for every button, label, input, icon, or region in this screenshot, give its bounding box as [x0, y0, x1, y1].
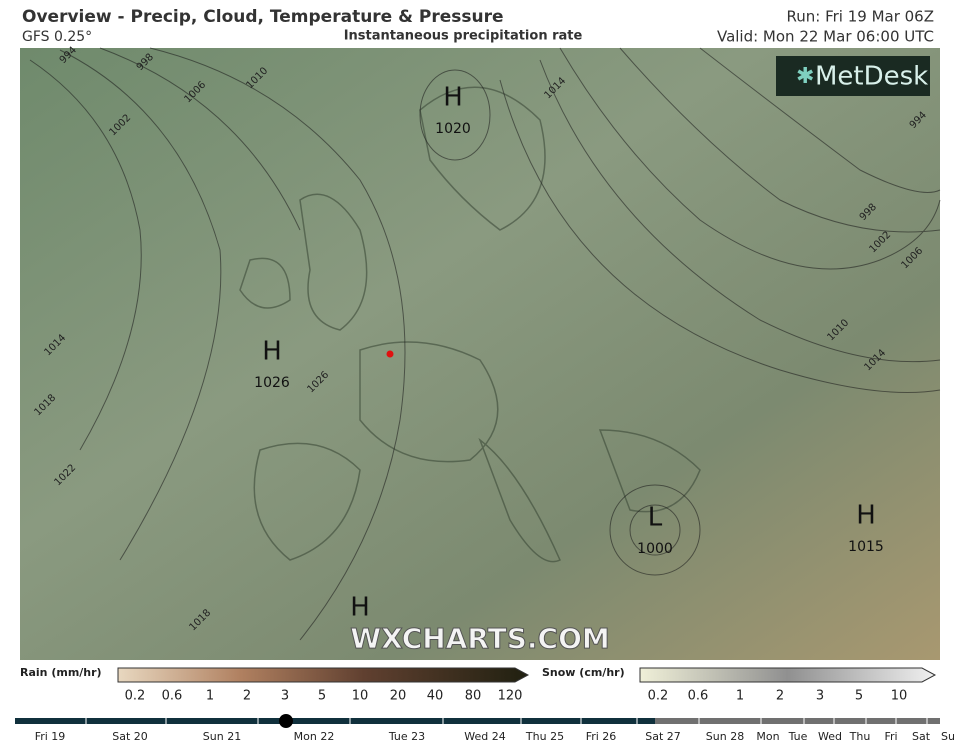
snow-label: 3 [816, 689, 824, 704]
timeline-day[interactable]: Sat 27 [645, 730, 681, 743]
snow-label: 1 [736, 689, 744, 704]
subtitle: Instantaneous precipitation rate [344, 29, 583, 44]
timeline-day[interactable]: Fri 19 [35, 730, 66, 743]
timeline-day[interactable]: Wed [818, 730, 842, 743]
timeline-day[interactable]: Sun 28 [706, 730, 744, 743]
pressure-value: 1020 [435, 121, 471, 137]
timeline-day[interactable]: Sat [912, 730, 931, 743]
snow-label: 2 [776, 689, 784, 704]
timeline-day[interactable]: Tue 23 [388, 730, 425, 743]
timeline-day[interactable]: Thu 25 [525, 730, 564, 743]
logo-box [776, 56, 930, 96]
rain-scale [117, 667, 530, 683]
timeline-day[interactable]: Sun 21 [203, 730, 241, 743]
watermark: WXCHARTS.COM [350, 622, 610, 655]
timeline-day[interactable]: Fri [884, 730, 897, 743]
snow-label: 10 [891, 689, 908, 704]
timeline-past [15, 718, 655, 724]
rain-label: 3 [281, 689, 289, 704]
timeline-day[interactable]: Su [941, 730, 955, 743]
model: GFS 0.25° [22, 29, 92, 45]
timeline-day[interactable]: Mon [756, 730, 779, 743]
pressure-value: 1015 [848, 539, 884, 555]
map-background [20, 48, 940, 660]
timeline-day[interactable]: Fri 26 [586, 730, 617, 743]
timeline-knob[interactable] [279, 714, 293, 728]
pressure-type: H [262, 337, 282, 367]
timeline-day[interactable]: Thu [849, 730, 871, 743]
rain-label: 120 [498, 689, 523, 704]
snow-title: Snow (cm/hr) [542, 666, 625, 679]
pressure-value: 1000 [637, 541, 673, 557]
timeline-day[interactable]: Mon 22 [294, 730, 335, 743]
logo: MetDesk [815, 62, 928, 92]
title: Overview - Precip, Cloud, Temperature & … [22, 7, 504, 27]
valid: Valid: Mon 22 Mar 06:00 UTC [717, 28, 934, 46]
rain-label: 0.2 [125, 689, 146, 704]
timeline-day[interactable]: Wed 24 [464, 730, 505, 743]
snow-label: 0.2 [648, 689, 669, 704]
pressure-value: 1026 [254, 375, 290, 391]
pressure-type: H [856, 501, 876, 531]
snow-scale [639, 667, 937, 683]
rain-label: 80 [465, 689, 482, 704]
pressure-type: L [648, 503, 663, 533]
timeline-future [655, 718, 940, 724]
timeline-day[interactable]: Tue [788, 730, 808, 743]
rain-label: 2 [243, 689, 251, 704]
rain-title: Rain (mm/hr) [20, 666, 102, 679]
snow-label: 0.6 [688, 689, 709, 704]
pressure-type: H [443, 83, 463, 113]
rain-label: 20 [390, 689, 407, 704]
rain-label: 10 [352, 689, 369, 704]
rain-label: 1 [206, 689, 214, 704]
isobars [29, 47, 941, 641]
rain-label: 40 [427, 689, 444, 704]
logo-icon: ✱ [796, 64, 814, 89]
snow-label: 5 [855, 689, 863, 704]
land [239, 86, 701, 563]
rain-label: 5 [318, 689, 326, 704]
pressure-type: H [350, 593, 370, 623]
location-marker [386, 350, 394, 358]
timeline-day[interactable]: Sat 20 [112, 730, 148, 743]
rain-label: 0.6 [162, 689, 183, 704]
run: Run: Fri 19 Mar 06Z [786, 8, 934, 26]
